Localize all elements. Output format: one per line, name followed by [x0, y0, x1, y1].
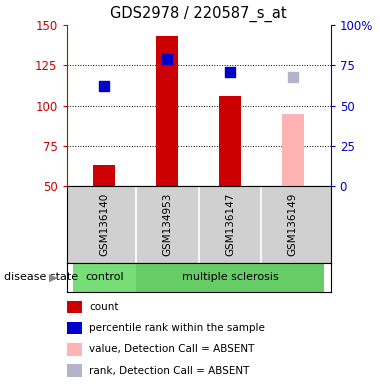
Text: rank, Detection Call = ABSENT: rank, Detection Call = ABSENT: [89, 366, 250, 376]
Text: control: control: [85, 272, 124, 283]
Text: GSM136149: GSM136149: [288, 193, 298, 257]
Bar: [219, 96, 241, 186]
Point: [101, 83, 107, 89]
Bar: [156, 36, 178, 186]
Text: percentile rank within the sample: percentile rank within the sample: [89, 323, 265, 333]
Title: GDS2978 / 220587_s_at: GDS2978 / 220587_s_at: [110, 6, 287, 22]
Text: GSM134953: GSM134953: [162, 193, 172, 257]
Text: ▶: ▶: [49, 272, 58, 283]
Bar: [73, 263, 136, 292]
Text: GSM136147: GSM136147: [225, 193, 235, 257]
Text: value, Detection Call = ABSENT: value, Detection Call = ABSENT: [89, 344, 255, 354]
Point: [164, 56, 170, 62]
Text: multiple sclerosis: multiple sclerosis: [182, 272, 279, 283]
Bar: [282, 114, 304, 186]
Point: [227, 69, 233, 75]
Text: count: count: [89, 302, 119, 312]
Point: [290, 73, 296, 79]
Bar: [93, 165, 115, 186]
Text: GSM136140: GSM136140: [99, 193, 109, 256]
Text: disease state: disease state: [4, 272, 78, 283]
Bar: [136, 263, 324, 292]
